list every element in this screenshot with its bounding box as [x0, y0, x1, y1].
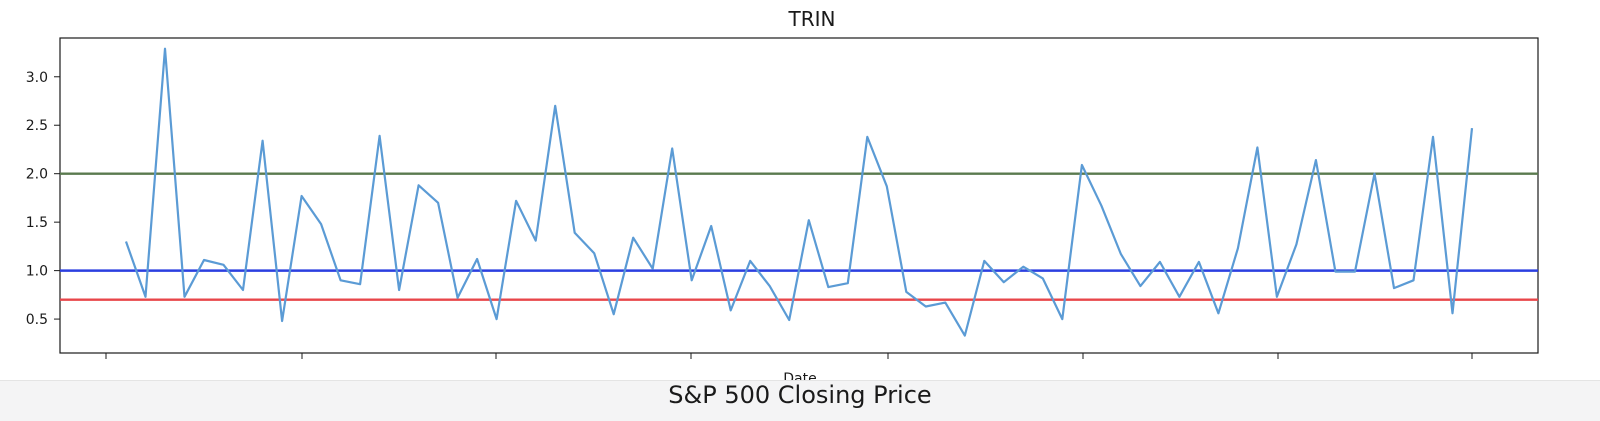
y-tick-label: 3.0 [26, 70, 48, 86]
y-tick-label: 2.0 [26, 167, 48, 183]
y-tick-label: 0.5 [26, 312, 48, 328]
y-tick-label: 1.5 [26, 215, 48, 231]
next-chart-title: S&P 500 Closing Price [668, 381, 932, 409]
series-group [124, 47, 1474, 337]
y-axis: 0.5 1.0 1.5 2.0 2.5 3.0 [26, 70, 60, 328]
next-chart-band [0, 380, 1600, 421]
series-line [124, 47, 1474, 337]
y-tick-label: 1.0 [26, 264, 48, 280]
reference-lines [60, 172, 1538, 301]
x-axis [105, 353, 1473, 359]
plot-frame [59, 37, 1539, 354]
chart-title: TRIN [788, 7, 836, 31]
y-tick-label: 2.5 [26, 118, 48, 134]
